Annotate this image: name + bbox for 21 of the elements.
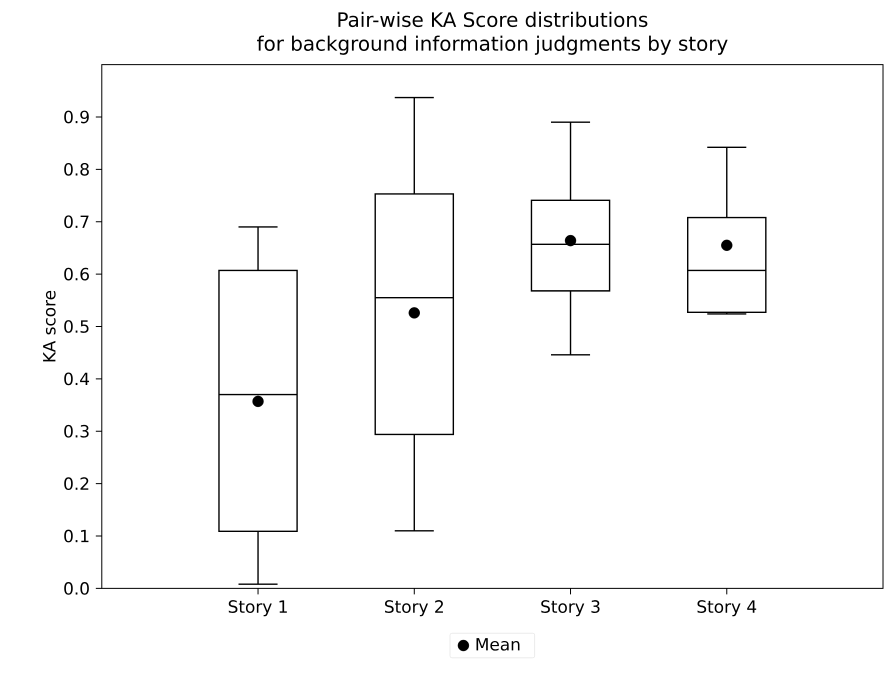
y-tick-label: 0.6 [64,268,89,281]
y-tick-label: 0.9 [64,110,89,124]
point [408,307,420,319]
y-tick-label: 0.7 [64,215,89,228]
y-tick-label: 0.3 [64,424,89,438]
x-tick-label: Story 4 [698,600,756,616]
point [252,396,264,408]
legend-label: Mean [476,638,520,651]
y-tick-label: 0.2 [64,477,88,490]
y-axis-title: KA score [43,290,56,362]
x-tick-label: Story 2 [385,600,443,616]
y-tick-label: 0.0 [64,582,89,595]
point [721,240,732,252]
y-tick-label: 0.5 [64,320,89,333]
chart-title: Pair-wise KA Score distributions for background information judgments by story [257,12,728,55]
x-tick-label: Story 3 [541,600,600,616]
y-tick-label: 0.1 [64,530,88,542]
x-tick-label: Story 1 [228,600,287,616]
y-tick-label: 0.4 [64,372,90,386]
point [564,234,576,246]
y-tick-label: 0.8 [64,163,89,176]
